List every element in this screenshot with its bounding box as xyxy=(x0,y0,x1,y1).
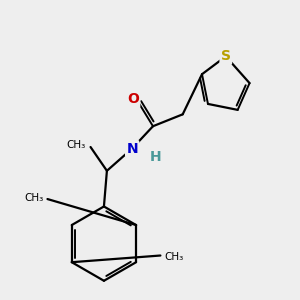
Text: O: O xyxy=(127,92,139,106)
Text: CH₃: CH₃ xyxy=(66,140,85,150)
Text: CH₃: CH₃ xyxy=(164,252,183,262)
Text: CH₃: CH₃ xyxy=(25,193,44,202)
Text: N: N xyxy=(126,142,138,155)
Text: S: S xyxy=(221,50,231,63)
Text: H: H xyxy=(150,150,162,164)
